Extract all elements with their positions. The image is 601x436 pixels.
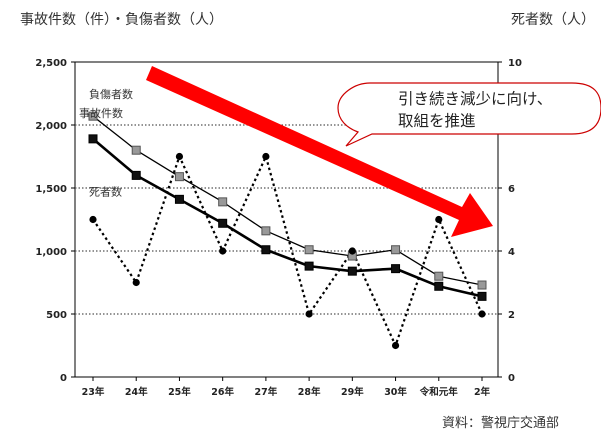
y-left-tick-label: 500: [46, 310, 67, 321]
data-point: [131, 170, 141, 180]
data-point: [434, 281, 444, 291]
data-point: [478, 310, 486, 318]
data-point: [477, 291, 487, 301]
data-point: [348, 247, 356, 255]
x-tick-label: 30年: [384, 386, 407, 398]
y-right-tick-label: 4: [508, 247, 515, 258]
y-right-tick-label: 0: [508, 373, 515, 384]
data-point: [88, 134, 98, 144]
y-left-tick-label: 2,500: [35, 58, 67, 69]
x-tick-label: 28年: [298, 386, 321, 398]
data-point: [132, 278, 140, 287]
data-point: [304, 245, 314, 255]
data-point: [435, 215, 443, 224]
y-left-tick-label: 1,000: [35, 247, 67, 258]
data-point: [174, 172, 184, 182]
x-tick-label: 令和元年: [419, 386, 459, 398]
data-point: [89, 215, 97, 224]
data-point: [218, 197, 228, 207]
annotation-line2: 取組を推進: [398, 112, 476, 130]
data-point: [218, 218, 228, 228]
data-point: [391, 264, 401, 274]
x-tick-label: 27年: [255, 386, 278, 398]
y-left-tick-label: 1,500: [35, 184, 67, 195]
data-point: [131, 145, 141, 155]
data-point: [477, 280, 487, 290]
data-point: [347, 266, 357, 276]
data-point: [219, 247, 227, 255]
x-tick-label: 24年: [125, 386, 148, 398]
x-tick-label: 26年: [211, 386, 234, 398]
data-point: [391, 245, 401, 255]
series-line-2: [92, 137, 483, 298]
series-line-3: [92, 155, 484, 347]
annotation-bubble: [337, 82, 601, 147]
series-line-1: [92, 115, 483, 286]
y-left-tick-label: 2,000: [35, 121, 67, 132]
x-tick-label: 2年: [474, 386, 491, 398]
annotation-line1: 引き続き減少に向け、: [398, 90, 552, 108]
data-point: [305, 310, 313, 318]
data-point: [174, 194, 184, 204]
y-left-axis-label: 事故件数（件）・負傷者数（人）: [20, 12, 223, 28]
x-tick-label: 23年: [82, 386, 105, 398]
series-label: 事故件数: [79, 106, 123, 120]
source-note: 資料：警視庁交通部: [442, 415, 559, 431]
y-right-tick-label: 6: [508, 184, 515, 195]
data-point: [175, 152, 184, 161]
y-right-tick-label: 10: [508, 58, 522, 69]
trend-arrow: [146, 66, 493, 237]
data-point: [391, 341, 400, 350]
plot-frame: [74, 61, 499, 378]
data-point: [434, 271, 444, 281]
data-point: [304, 261, 314, 271]
x-tick-label: 25年: [168, 386, 191, 398]
data-point: [261, 245, 271, 255]
data-point: [261, 226, 271, 236]
series-label: 死者数: [89, 186, 122, 199]
series-label: 負傷者数: [89, 87, 133, 101]
y-left-tick-label: 0: [60, 373, 67, 384]
data-point: [262, 152, 270, 161]
y-right-axis-label: 死者数（人）: [511, 12, 595, 28]
x-tick-label: 29年: [341, 386, 364, 398]
data-point: [88, 111, 98, 121]
y-right-tick-label: 2: [508, 310, 515, 321]
